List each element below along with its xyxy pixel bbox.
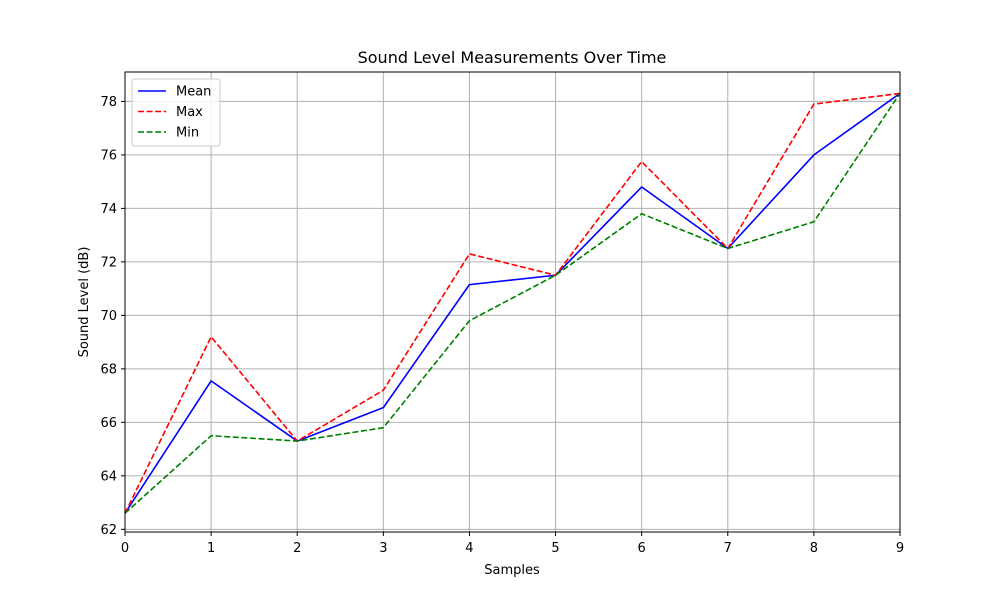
x-tick-label: 7 [724, 541, 732, 556]
grid [124, 72, 901, 532]
x-tick-label: 2 [293, 541, 301, 556]
series-line-mean [124, 92, 901, 514]
y-tick-label: 78 [100, 95, 117, 110]
chart-title: Sound Level Measurements Over Time [358, 48, 667, 67]
legend-box [131, 78, 221, 147]
y-tick-label: 68 [100, 362, 117, 377]
x-tick-label: 6 [638, 541, 646, 556]
x-tick-label: 3 [379, 541, 387, 556]
plot-frame [124, 71, 901, 533]
y-tick-label: 64 [100, 469, 117, 484]
y-tick-label: 74 [100, 202, 117, 217]
legend-label-max: Max [176, 105, 203, 120]
y-tick-label: 70 [100, 309, 117, 324]
x-tick-label: 0 [121, 541, 129, 556]
x-tick-label: 1 [207, 541, 215, 556]
series-line-max [124, 92, 901, 514]
x-tick-label: 5 [551, 541, 559, 556]
legend-label-mean: Mean [176, 85, 211, 100]
legend-label-min: Min [176, 126, 199, 141]
x-tick-label: 9 [896, 541, 904, 556]
x-tick-label: 8 [810, 541, 818, 556]
legend: Mean Max Min [131, 78, 221, 147]
y-tick-label: 72 [100, 255, 117, 270]
y-tick-label: 62 [100, 523, 117, 538]
y-tick-label: 66 [100, 416, 117, 431]
x-tick-label: 4 [465, 541, 473, 556]
series-lines [124, 92, 901, 514]
y-axis-label: Sound Level (dB) [77, 247, 92, 358]
x-axis-label: Samples [484, 563, 540, 578]
y-tick-label: 76 [100, 148, 117, 163]
series-line-min [124, 92, 901, 514]
